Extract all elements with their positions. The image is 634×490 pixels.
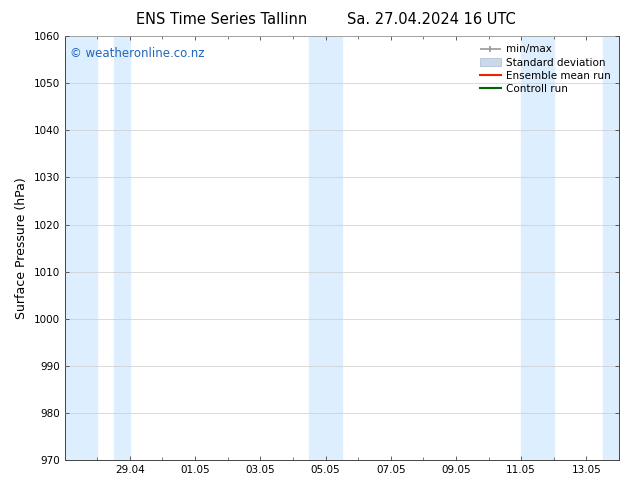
Bar	[113, 36, 130, 460]
Bar	[603, 36, 619, 460]
Legend: min/max, Standard deviation, Ensemble mean run, Controll run: min/max, Standard deviation, Ensemble me…	[477, 41, 614, 97]
Bar	[521, 36, 553, 460]
Text: © weatheronline.co.nz: © weatheronline.co.nz	[70, 47, 205, 60]
Text: Sa. 27.04.2024 16 UTC: Sa. 27.04.2024 16 UTC	[347, 12, 515, 27]
Bar	[65, 36, 97, 460]
Text: ENS Time Series Tallinn: ENS Time Series Tallinn	[136, 12, 307, 27]
Y-axis label: Surface Pressure (hPa): Surface Pressure (hPa)	[15, 177, 28, 319]
Bar	[309, 36, 342, 460]
